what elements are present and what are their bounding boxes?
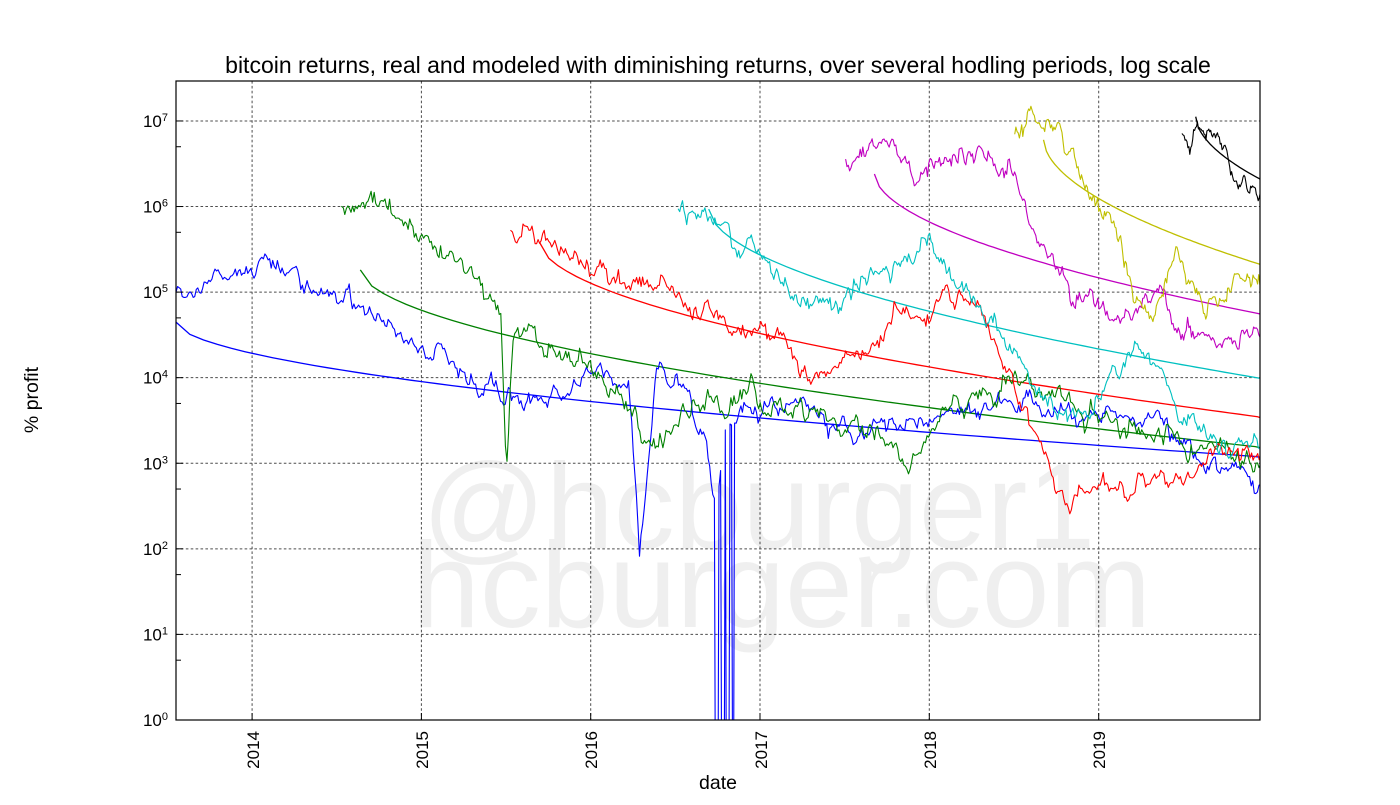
svg-text:2015: 2015 <box>413 731 432 769</box>
svg-text:2017: 2017 <box>752 731 771 769</box>
svg-text:bitcoin returns, real and mode: bitcoin returns, real and modeled with d… <box>225 52 1211 78</box>
svg-text:2014: 2014 <box>244 731 263 769</box>
svg-text:2019: 2019 <box>1090 731 1109 769</box>
svg-text:% profit: % profit <box>21 366 43 433</box>
svg-text:2018: 2018 <box>921 731 940 769</box>
svg-text:hcburger.com: hcburger.com <box>412 517 1151 653</box>
svg-text:2016: 2016 <box>582 731 601 769</box>
svg-text:date: date <box>699 772 737 794</box>
